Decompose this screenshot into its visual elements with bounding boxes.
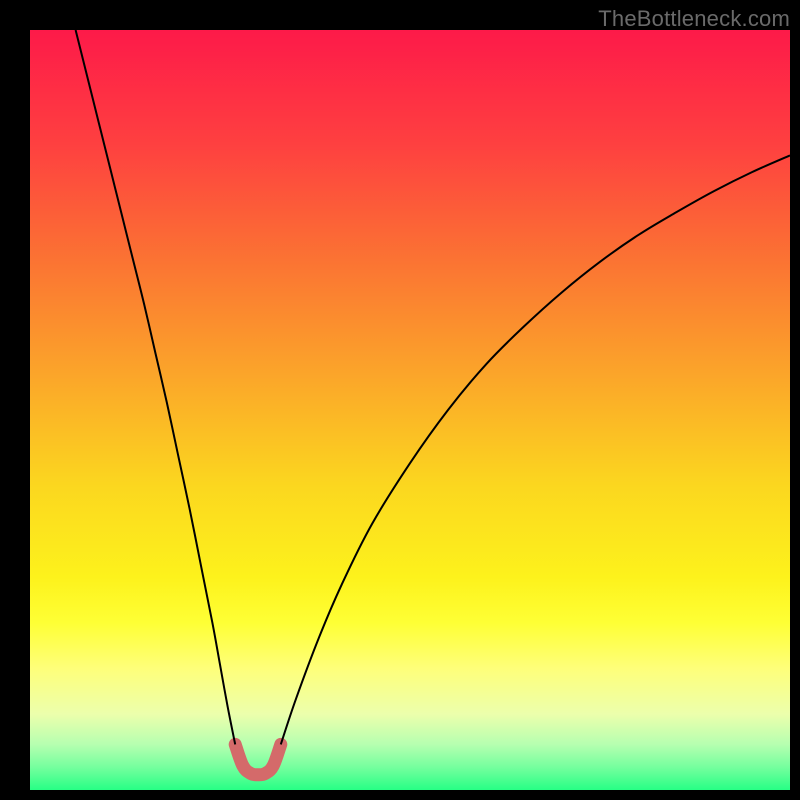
chart-container: TheBottleneck.com	[0, 0, 800, 800]
chart-svg	[0, 0, 800, 800]
plot-area	[0, 0, 800, 800]
watermark-text: TheBottleneck.com	[598, 6, 790, 32]
